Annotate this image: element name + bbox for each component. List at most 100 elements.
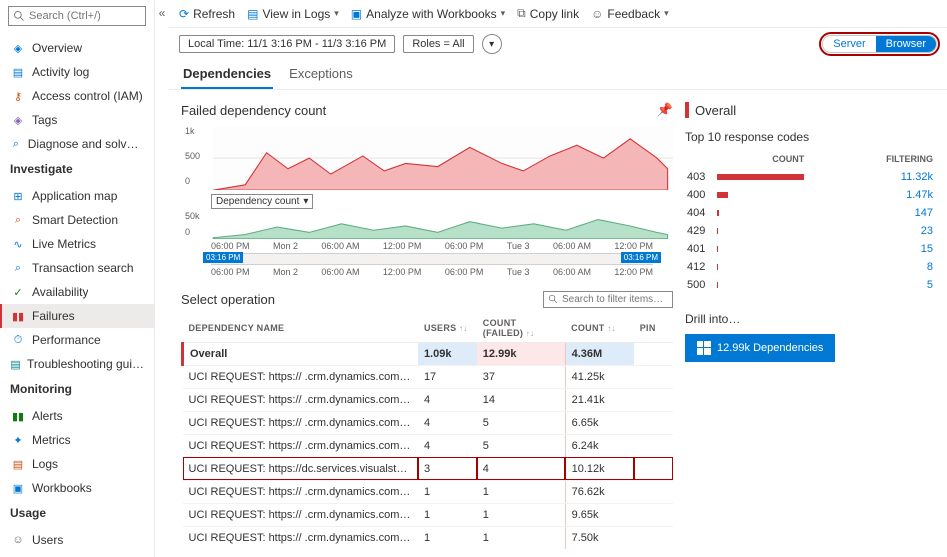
column-header[interactable]: COUNT (FAILED): [477, 314, 565, 343]
table-row[interactable]: UCI REQUEST: https://dc.services.visuals…: [183, 457, 674, 480]
sidebar-item-access-control-iam-[interactable]: ⚷Access control (IAM): [0, 84, 154, 108]
response-codes-table: COUNTFILTERING 40311.32k4001.47k40414742…: [685, 150, 935, 294]
sidebar: ◈ Overview ▤Activity log⚷Access control (I…: [0, 0, 155, 557]
nav-label: Live Metrics: [32, 237, 96, 251]
sidebar-item-users[interactable]: ☺Users: [0, 528, 154, 552]
chevron-down-icon: ▾: [501, 8, 506, 19]
operation-search-input[interactable]: [543, 291, 673, 308]
add-filter-icon[interactable]: ▾: [482, 34, 502, 54]
sidebar-item-troubleshooting-guides-previ-[interactable]: ▤Troubleshooting guides (previ…: [0, 352, 154, 376]
overall-panel-title: Overall: [685, 98, 935, 126]
column-header[interactable]: PIN: [634, 314, 673, 343]
nav-label: Alerts: [32, 409, 63, 423]
browser-toggle[interactable]: Browser: [876, 36, 936, 52]
copy-link-button[interactable]: ⧉Copy link: [517, 6, 579, 21]
nav-icon: ▤: [10, 456, 26, 472]
sidebar-item-logs[interactable]: ▤ Logs: [0, 452, 154, 476]
response-code-row[interactable]: 4001.47k: [685, 186, 935, 204]
nav-label: Metrics: [32, 433, 71, 447]
timeline-flag-start: 03:16 PM: [203, 252, 243, 263]
failed-dependency-chart: 1k5000: [181, 126, 673, 190]
main: ⟳Refresh ▤View in Logs▾ ▣Analyze with Wo…: [169, 0, 947, 557]
sidebar-item-alerts[interactable]: ▮▮Alerts: [0, 404, 154, 428]
response-code-row[interactable]: 404147: [685, 204, 935, 222]
nav-icon: ⌕: [10, 136, 22, 152]
top10-title: Top 10 response codes: [685, 130, 935, 144]
response-code-row[interactable]: 40311.32k: [685, 168, 935, 186]
response-code-row[interactable]: 5005: [685, 276, 935, 294]
search-input[interactable]: [8, 6, 146, 26]
nav-label: Users: [32, 533, 63, 547]
table-row[interactable]: UCI REQUEST: https:// .crm.dynamics.com/…: [183, 526, 674, 549]
roles-pill[interactable]: Roles = All: [403, 35, 473, 53]
nav-label: Logs: [32, 457, 58, 471]
nav-icon: ▣: [10, 480, 26, 496]
table-row[interactable]: UCI REQUEST: https:// .crm.dynamics.com/…: [183, 480, 674, 503]
nav-icon: ◈: [10, 112, 26, 128]
nav-label: Tags: [32, 113, 57, 127]
nav-header-investigate: Investigate: [0, 156, 154, 180]
sidebar-item-transaction-search[interactable]: ⌕Transaction search: [0, 256, 154, 280]
time-range-pill[interactable]: Local Time: 11/1 3:16 PM - 11/3 3:16 PM: [179, 35, 395, 53]
feedback-button[interactable]: ☺Feedback▾: [591, 7, 669, 21]
sidebar-item-smart-detection[interactable]: ⌕Smart Detection: [0, 208, 154, 232]
logs-icon: ▤: [247, 7, 258, 21]
nav-icon: ✦: [10, 432, 26, 448]
nav-icon: ◈: [10, 40, 26, 56]
filter-bar: Local Time: 11/1 3:16 PM - 11/3 3:16 PM …: [169, 28, 947, 60]
sidebar-item-failures[interactable]: ▮▮ Failures: [0, 304, 154, 328]
column-header[interactable]: DEPENDENCY NAME: [183, 314, 418, 343]
response-code-row[interactable]: 40115: [685, 240, 935, 258]
sidebar-item-live-metrics[interactable]: ∿Live Metrics: [0, 232, 154, 256]
sidebar-item-workbooks[interactable]: ▣Workbooks: [0, 476, 154, 500]
tab-dependencies[interactable]: Dependencies: [181, 60, 273, 89]
nav-label: Overview: [32, 41, 82, 55]
table-row[interactable]: UCI REQUEST: https:// .crm.dynamics.com/…: [183, 411, 674, 434]
sidebar-item-application-map[interactable]: ⊞Application map: [0, 184, 154, 208]
server-toggle[interactable]: Server: [823, 36, 875, 52]
pin-icon[interactable]: 📌: [657, 102, 673, 118]
toolbar: ⟳Refresh ▤View in Logs▾ ▣Analyze with Wo…: [169, 0, 947, 28]
timeline-flag-end: 03:16 PM: [621, 252, 661, 263]
table-row-overall[interactable]: Overall1.09k12.99k4.36M: [183, 342, 674, 365]
column-header[interactable]: USERS: [418, 314, 477, 343]
sidebar-item-availability[interactable]: ✓Availability: [0, 280, 154, 304]
nav-label: Application map: [32, 189, 117, 203]
drill-into-title: Drill into…: [685, 312, 935, 326]
timeline-scrubber[interactable]: 03:16 PM 03:16 PM: [211, 253, 653, 265]
sidebar-item-tags[interactable]: ◈ Tags: [0, 108, 154, 132]
table-row[interactable]: UCI REQUEST: https:// .crm.dynamics.com/…: [183, 388, 674, 411]
nav-icon: ▮▮: [10, 308, 26, 324]
analyze-button[interactable]: ▣Analyze with Workbooks▾: [351, 7, 505, 21]
sidebar-collapse[interactable]: «: [155, 0, 169, 557]
nav-label: Smart Detection: [32, 213, 118, 227]
chevron-down-icon: ▾: [334, 8, 339, 19]
sidebar-item-performance[interactable]: ⏱Performance: [0, 328, 154, 352]
response-code-row[interactable]: 42923: [685, 222, 935, 240]
nav-header-usage: Usage: [0, 500, 154, 524]
table-row[interactable]: UCI REQUEST: https:// .crm.dynamics.com/…: [183, 434, 674, 457]
nav-label: Access control (IAM): [32, 89, 143, 103]
chevron-down-icon: ▾: [303, 196, 308, 207]
nav-icon: ▤: [10, 64, 26, 80]
response-code-row[interactable]: 4128: [685, 258, 935, 276]
table-row[interactable]: UCI REQUEST: https:// .crm.dynamics.com/…: [183, 365, 674, 388]
chart-metric-dropdown[interactable]: Dependency count▾: [211, 194, 313, 209]
dependency-count-chart: 50k0: [181, 211, 673, 239]
nav-label: Failures: [32, 309, 75, 323]
sidebar-item-diagnose-and-solve-problems[interactable]: ⌕Diagnose and solve problems: [0, 132, 154, 156]
sidebar-item-metrics[interactable]: ✦ Metrics: [0, 428, 154, 452]
grid-icon: [697, 341, 711, 355]
drill-dependencies-button[interactable]: 12.99k Dependencies: [685, 334, 835, 362]
nav-label: Availability: [32, 285, 88, 299]
tab-exceptions[interactable]: Exceptions: [287, 60, 355, 89]
refresh-button[interactable]: ⟳Refresh: [179, 7, 235, 21]
nav-icon: ⌕: [10, 260, 26, 276]
view-in-logs-button[interactable]: ▤View in Logs▾: [247, 7, 339, 21]
table-row[interactable]: UCI REQUEST: https:// .crm.dynamics.com/…: [183, 503, 674, 526]
sidebar-item-sessions[interactable]: ◷Sessions: [0, 552, 154, 557]
sidebar-item-activity-log[interactable]: ▤Activity log: [0, 60, 154, 84]
nav-label: Performance: [32, 333, 101, 347]
sidebar-item-overview[interactable]: ◈ Overview: [0, 36, 154, 60]
column-header[interactable]: COUNT: [565, 314, 634, 343]
